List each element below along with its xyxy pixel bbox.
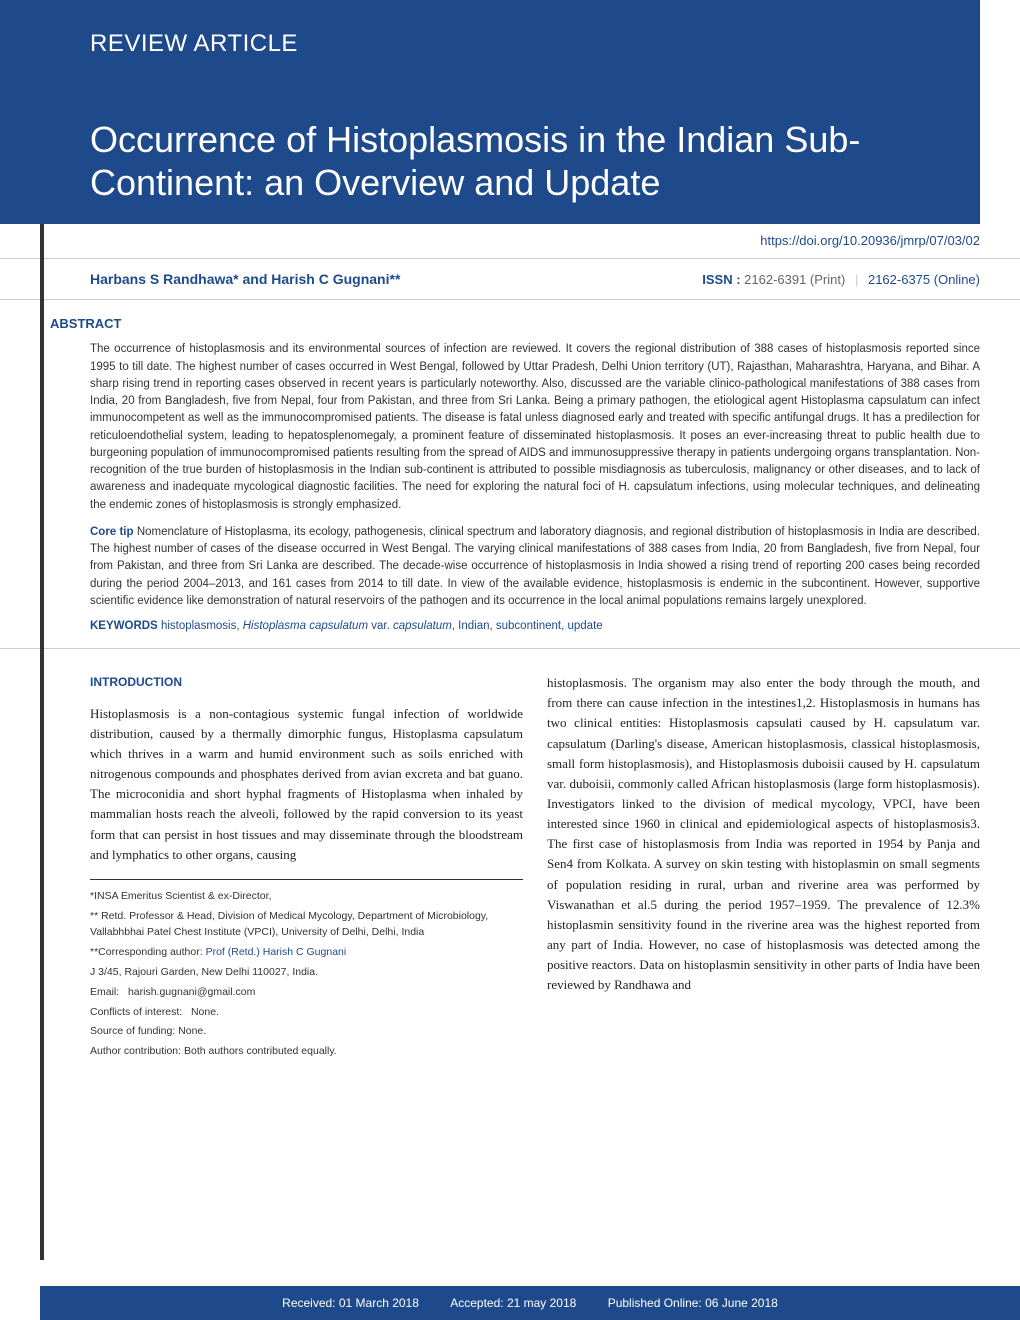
corresponding: **Corresponding author: Prof (Retd.) Har… (90, 944, 523, 961)
coi-value: None. (191, 1006, 219, 1018)
email: harish.gugnani@gmail.com (128, 986, 255, 998)
header-block: REVIEW ARTICLE Occurrence of Histoplasmo… (0, 0, 980, 224)
contrib-value: Both authors contributed equally. (184, 1045, 337, 1057)
issn-print: 2162-6391 (Print) (744, 272, 845, 287)
body-col1: Histoplasmosis is a non-contagious syste… (90, 704, 523, 865)
keywords-label: KEYWORDS (90, 620, 158, 632)
keywords-text: histoplasmosis, Histoplasma capsulatum v… (161, 620, 603, 632)
footer-accepted: Accepted: 21 may 2018 (450, 1296, 576, 1310)
footer-published: Published Online: 06 June 2018 (608, 1296, 778, 1310)
authors-row: Harbans S Randhawa* and Harish C Gugnani… (0, 258, 1020, 300)
doi-link[interactable]: https://doi.org/10.20936/jmrp/07/03/02 (760, 233, 980, 248)
core-tip-label: Core tip (90, 526, 134, 538)
abstract-p1: The occurrence of histoplasmosis and its… (90, 341, 980, 514)
address: J 3/45, Rajouri Garden, New Delhi 110027… (90, 964, 523, 981)
footer-bar: Received: 01 March 2018 Accepted: 21 may… (40, 1286, 1020, 1320)
footer-received: Received: 01 March 2018 (282, 1296, 419, 1310)
corr-name: Prof (Retd.) Harish C Gugnani (206, 946, 347, 958)
affil-2: ** Retd. Professor & Head, Division of M… (90, 908, 523, 942)
issn-label: ISSN : (702, 272, 740, 287)
coi-line: Conflicts of interest: None. (90, 1004, 523, 1021)
authors-line: Harbans S Randhawa* and Harish C Gugnani… (90, 271, 400, 287)
page: REVIEW ARTICLE Occurrence of Histoplasmo… (0, 0, 1020, 1320)
affil-1: *INSA Emeritus Scientist & ex-Director, (90, 888, 523, 905)
corr-label: **Corresponding author: (90, 946, 203, 958)
email-label: Email: (90, 986, 119, 998)
affiliations-block: *INSA Emeritus Scientist & ex-Director, … (90, 879, 523, 1060)
abstract-section: ABSTRACT The occurrence of histoplasmosi… (0, 300, 1020, 649)
abstract-heading: ABSTRACT (50, 316, 980, 331)
funding-line: Source of funding: None. (90, 1023, 523, 1040)
doi-row: https://doi.org/10.20936/jmrp/07/03/02 (0, 224, 1020, 258)
issn-divider: | (855, 272, 858, 287)
funding-value: None. (178, 1025, 206, 1037)
column-left: INTRODUCTION Histoplasmosis is a non-con… (90, 673, 523, 1063)
article-title: Occurrence of Histoplasmosis in the Indi… (90, 118, 940, 204)
coi-label: Conflicts of interest: (90, 1006, 182, 1018)
contrib-label: Author contribution: (90, 1045, 181, 1057)
intro-heading: INTRODUCTION (90, 673, 523, 692)
abstract-p2: Core tip Nomenclature of Histoplasma, it… (90, 524, 980, 610)
issn-block: ISSN : 2162-6391 (Print) | 2162-6375 (On… (702, 272, 980, 287)
keywords-line: KEYWORDS histoplasmosis, Histoplasma cap… (90, 620, 980, 632)
issn-online: 2162-6375 (Online) (868, 272, 980, 287)
core-tip-text: Nomenclature of Histoplasma, its ecology… (90, 526, 980, 607)
body-col2: histoplasmosis. The organism may also en… (547, 673, 980, 995)
funding-label: Source of funding: (90, 1025, 175, 1037)
contrib-line: Author contribution: Both authors contri… (90, 1043, 523, 1060)
email-line: Email: harish.gugnani@gmail.com (90, 984, 523, 1001)
column-right: histoplasmosis. The organism may also en… (547, 673, 980, 1063)
article-type: REVIEW ARTICLE (90, 30, 940, 58)
body-content: INTRODUCTION Histoplasmosis is a non-con… (0, 649, 1020, 1063)
